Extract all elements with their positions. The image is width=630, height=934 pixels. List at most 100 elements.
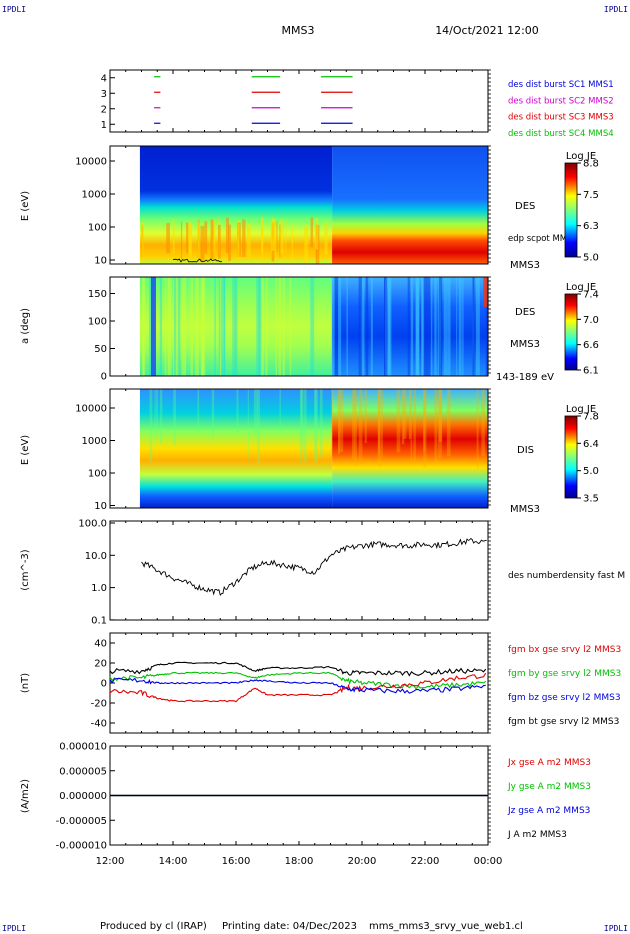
des-pitch-streak xyxy=(423,277,427,376)
dis-energy-streak xyxy=(352,389,355,460)
bfield-y-tick-label: 40 xyxy=(94,639,107,650)
des-energy-spectrogram-b xyxy=(332,146,488,264)
density-series-line xyxy=(141,537,487,597)
des-pitch-streak xyxy=(415,277,420,376)
dis-energy-border xyxy=(109,388,489,509)
dis-energy-colorbar-tick-label: 3.5 xyxy=(583,494,599,505)
dis-energy-streak xyxy=(253,389,258,436)
des-pitch-streak xyxy=(485,277,489,376)
des-energy-streak xyxy=(315,217,318,250)
dis-energy-streak xyxy=(173,389,177,446)
des-energy-streak xyxy=(276,220,278,253)
des-pitch-streak xyxy=(219,277,222,376)
footer-printing-date: Printing date: 04/Dec/2023 xyxy=(222,921,357,932)
bfield-series-line xyxy=(109,677,486,694)
des-pitch-streak xyxy=(370,277,373,376)
des-energy-colorbar-tick-label: 6.3 xyxy=(583,221,599,232)
des-energy-scpot-line xyxy=(172,258,222,263)
des-pitch-streak xyxy=(181,277,186,376)
des-energy-streak xyxy=(261,225,263,265)
current-legend-entry: J A m2 MMS3 xyxy=(507,830,567,840)
dis-energy-streak xyxy=(403,389,407,439)
des-pitch-streak xyxy=(421,277,423,376)
des-pitch-streak xyxy=(462,277,464,376)
des-pitch-streak xyxy=(472,277,475,376)
density-y-tick-label: 0.1 xyxy=(91,615,107,626)
des-energy-colorbar-tick-label: 5.0 xyxy=(583,253,599,264)
des-pitch-streak xyxy=(218,277,222,376)
spacecraft-title: MMS3 xyxy=(282,24,315,37)
des-pitch-streak xyxy=(258,277,263,376)
des-pitch-streak xyxy=(141,277,145,376)
density-ylabel: (cm^-3) xyxy=(20,549,31,590)
dis-energy-streak xyxy=(149,389,153,462)
dis-energy-streak xyxy=(300,389,302,463)
dis-energy-spectrogram-b xyxy=(332,389,488,508)
des-energy-streak xyxy=(275,222,277,260)
date-title: 14/Oct/2021 12:00 xyxy=(435,24,539,37)
des-energy-streak xyxy=(237,223,240,262)
dis-energy-spacecraft-label: MMS3 xyxy=(510,504,540,515)
panel-burst-frame xyxy=(109,69,489,133)
des-pitch-streak xyxy=(358,277,363,376)
des-pitch-colorbar-tick-label: 6.6 xyxy=(583,340,599,351)
des-pitch-streak xyxy=(224,277,226,376)
des-energy-streak xyxy=(324,221,328,255)
des-pitch-streak xyxy=(265,277,268,376)
dis-energy-streak xyxy=(401,389,405,445)
des-pitch-streak xyxy=(475,277,480,376)
des-pitch-streak xyxy=(164,277,167,376)
des-energy-y-tick-label: 1000 xyxy=(82,190,107,201)
des-pitch-streak xyxy=(159,277,163,376)
current-y-tick-label: 0.000005 xyxy=(59,766,107,777)
dis-energy-streak xyxy=(300,389,303,440)
dis-energy-streak xyxy=(410,389,413,462)
dis-energy-streak xyxy=(438,389,443,442)
corner-label-tl: IPDLI xyxy=(2,5,26,14)
des-energy-streak xyxy=(180,221,183,260)
panel-dis-energy: 10000 1000 100 10 E (eV) DIS MMS3 Log JE7.8 6.4 5… xyxy=(20,388,599,515)
des-energy-colorbar xyxy=(564,162,578,258)
current-y-tick-label: -0.000005 xyxy=(56,816,107,827)
des-pitch-spectrogram-b xyxy=(332,277,488,376)
dis-energy-streak xyxy=(423,389,425,452)
des-pitch-streak xyxy=(331,277,335,376)
panel-bfield: 40 20 0 -20 -40 (nT) fgm bx gse srvy l2 MMS3 fg… xyxy=(20,632,621,734)
des-energy-streak xyxy=(172,220,175,254)
bfield-y-tick-label: -20 xyxy=(91,699,107,710)
des-pitch-streak xyxy=(142,277,146,376)
des-energy-streak xyxy=(188,223,193,258)
bfield-legend-entry: fgm bx gse srvy l2 MMS3 xyxy=(508,645,621,655)
des-pitch-streak xyxy=(184,277,186,376)
current-legend-entry: Jx gse A m2 MMS3 xyxy=(507,758,591,768)
des-pitch-streak xyxy=(190,277,193,376)
burst-legend-entry: des dist burst SC4 MMS4 xyxy=(508,129,614,139)
des-energy-ylabel: E (eV) xyxy=(20,191,31,221)
dis-energy-streak xyxy=(156,389,158,437)
des-energy-streak xyxy=(280,219,284,254)
dis-energy-ylabel: E (eV) xyxy=(20,435,31,465)
des-pitch-instrument-label: DES xyxy=(515,307,535,318)
bfield-legend-entry: fgm bt gse srvy l2 MMS3 xyxy=(508,717,619,727)
current-ylabel: (A/m2) xyxy=(20,779,31,813)
des-pitch-streak xyxy=(384,277,388,376)
dis-energy-streak xyxy=(211,389,215,437)
des-pitch-streak xyxy=(173,277,177,376)
des-energy-streak xyxy=(228,224,231,261)
des-pitch-streak xyxy=(310,277,315,376)
des-pitch-streak xyxy=(168,277,172,376)
dis-energy-streak xyxy=(314,389,317,458)
des-pitch-streak xyxy=(415,277,420,376)
dis-energy-streak xyxy=(396,389,401,453)
panel-density-frame xyxy=(109,520,489,621)
des-pitch-colorbar-title: Log JE xyxy=(566,282,596,293)
des-energy-streak xyxy=(225,217,229,253)
time-tick-label: 20:00 xyxy=(348,856,377,867)
des-pitch-streak xyxy=(472,277,475,376)
des-pitch-energy-range: 143-189 eV xyxy=(496,372,554,383)
des-energy-streak xyxy=(279,224,281,258)
des-pitch-streak xyxy=(200,277,204,376)
dis-energy-streak xyxy=(303,389,307,463)
dis-energy-streak xyxy=(354,389,357,467)
